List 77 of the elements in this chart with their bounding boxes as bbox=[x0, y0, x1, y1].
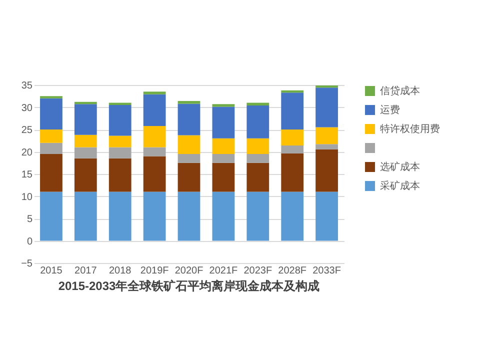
y-tick-label: 25 bbox=[21, 125, 33, 136]
bar bbox=[212, 162, 235, 192]
bar bbox=[178, 101, 200, 104]
x-tick-label: 2033F bbox=[312, 266, 341, 276]
y-tick-label: 10 bbox=[21, 192, 33, 203]
legend-label: 特许权使用费 bbox=[380, 123, 440, 135]
bar bbox=[178, 192, 200, 241]
bar bbox=[316, 85, 338, 88]
x-tick-label: 2028F bbox=[278, 266, 307, 276]
bar bbox=[108, 192, 132, 241]
bar bbox=[40, 154, 62, 192]
bar bbox=[178, 162, 200, 192]
x-tick-label: 2020F bbox=[174, 266, 204, 276]
bar bbox=[281, 146, 304, 154]
bar bbox=[74, 158, 97, 192]
bar bbox=[316, 150, 338, 192]
bar bbox=[281, 130, 304, 146]
bar bbox=[246, 102, 270, 106]
y-tick-label: 5 bbox=[26, 214, 33, 225]
x-tick-label: 2019F bbox=[140, 266, 169, 276]
bar bbox=[143, 92, 166, 94]
y-tick-label: 20 bbox=[21, 147, 33, 158]
bar bbox=[40, 130, 62, 143]
bar bbox=[108, 105, 132, 136]
legend-label: 运费 bbox=[380, 104, 400, 116]
legend-label: 选矿成本 bbox=[380, 161, 420, 173]
bar bbox=[143, 126, 166, 148]
x-tick-label: 2018 bbox=[108, 266, 132, 276]
bar bbox=[281, 90, 304, 93]
bar bbox=[108, 136, 132, 148]
bar bbox=[74, 102, 97, 104]
bar bbox=[316, 192, 338, 241]
bar bbox=[212, 104, 235, 107]
y-tick-label: 15 bbox=[21, 170, 33, 180]
bar bbox=[74, 104, 97, 135]
bar bbox=[281, 92, 304, 130]
bar bbox=[108, 158, 132, 192]
bar bbox=[246, 138, 270, 154]
y-tick-label: 30 bbox=[21, 102, 33, 114]
legend-label: 采矿成本 bbox=[380, 180, 420, 192]
bar bbox=[212, 192, 235, 241]
x-tick-label: 2015 bbox=[40, 266, 63, 276]
bar bbox=[212, 138, 235, 154]
y-tick-label: −5 bbox=[21, 258, 33, 270]
bar bbox=[246, 162, 270, 192]
bar bbox=[143, 147, 166, 156]
bar bbox=[40, 98, 62, 130]
bar bbox=[316, 144, 338, 150]
x-tick-label: 2017 bbox=[74, 266, 98, 276]
x-tick-label: 2023F bbox=[244, 266, 272, 276]
bar bbox=[212, 106, 235, 138]
bar bbox=[316, 88, 338, 128]
bar bbox=[316, 127, 338, 144]
bar bbox=[74, 192, 97, 241]
bar bbox=[40, 192, 62, 241]
bar bbox=[178, 154, 200, 163]
bar bbox=[281, 154, 304, 192]
x-tick-label: 2021F bbox=[209, 266, 238, 276]
bar bbox=[178, 135, 200, 154]
bar bbox=[143, 192, 166, 241]
text: 2015-2033年全球铁矿石平均离岸现金成本及构成 bbox=[58, 279, 320, 293]
bar bbox=[74, 147, 97, 158]
bar bbox=[178, 104, 200, 136]
bar bbox=[246, 192, 270, 241]
bar bbox=[246, 105, 270, 138]
bar bbox=[143, 156, 166, 192]
bar bbox=[246, 154, 270, 163]
bar bbox=[40, 142, 62, 154]
bar bbox=[74, 134, 97, 148]
legend-label: 信贷成本 bbox=[380, 85, 420, 97]
bar bbox=[143, 94, 166, 126]
y-tick-label: 0 bbox=[26, 236, 33, 248]
y-tick-label: 35 bbox=[21, 80, 33, 92]
bar bbox=[108, 147, 132, 158]
bar bbox=[108, 102, 132, 106]
bar bbox=[281, 192, 304, 241]
bar bbox=[212, 154, 235, 163]
